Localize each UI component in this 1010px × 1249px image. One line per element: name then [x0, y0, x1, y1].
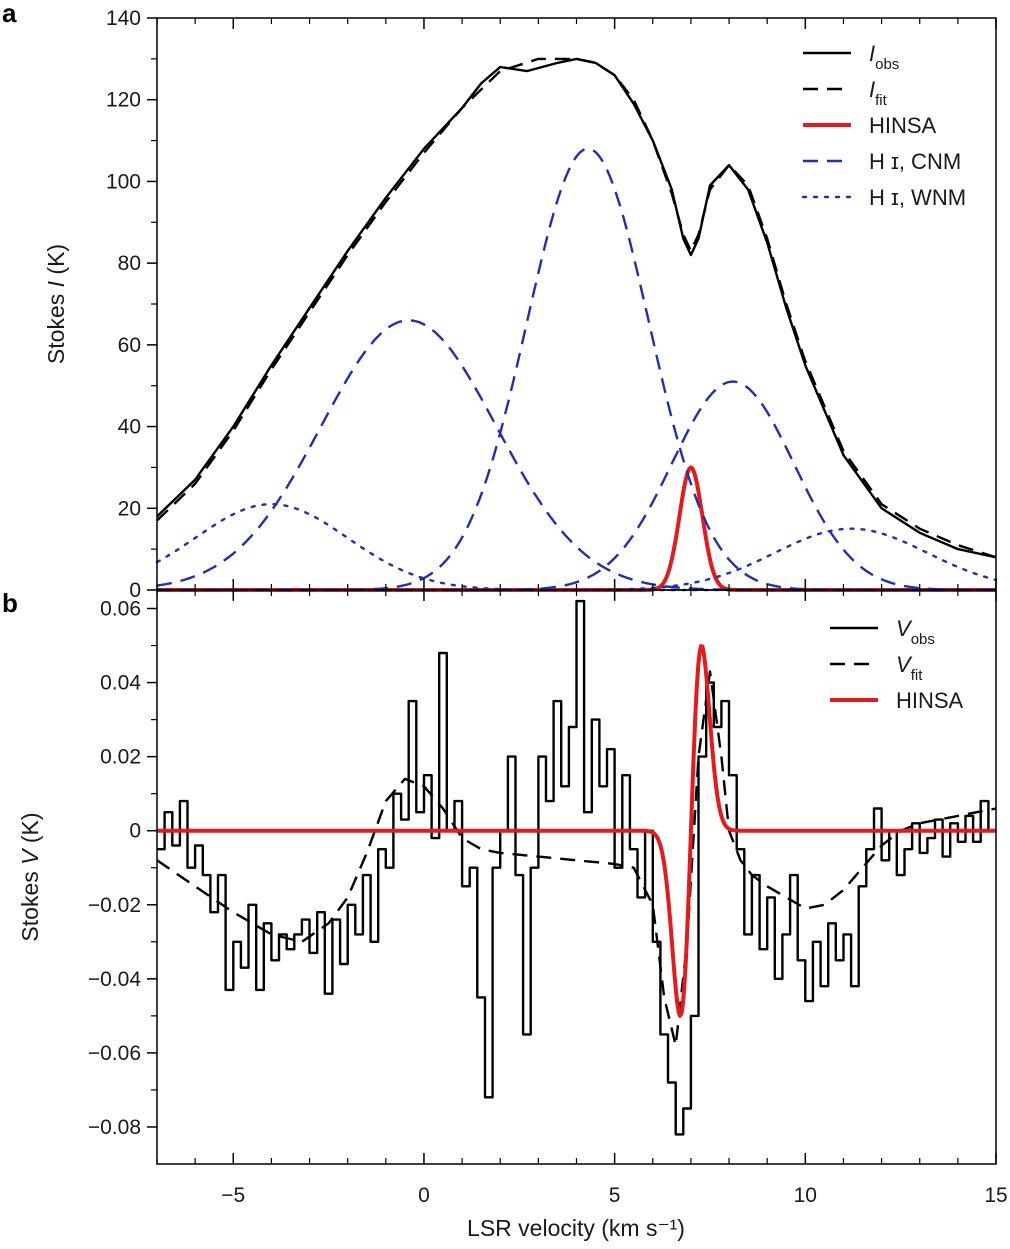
legend-label-0: Iobs [869, 41, 899, 73]
legend-label-0: Vobs [896, 616, 935, 648]
x-tick-label: 5 [609, 1184, 621, 1207]
y-tick-label: −0.02 [88, 894, 141, 917]
x-tick-label: −5 [221, 1184, 245, 1207]
panel-a-chart: 0 20 40 60 80 100 120 140 Stokes I (K) Iobs Ifit… [43, 7, 998, 602]
legend-label-2: HINSA [869, 113, 937, 138]
panel-b-legend: Vobs Vfit HINSA [830, 616, 964, 713]
y-tick-label: −0.06 [88, 1042, 141, 1065]
x-tick-label: 0 [418, 1184, 430, 1207]
y-tick-label: 0 [129, 820, 141, 843]
a-series-hi-cnm-1 [156, 319, 996, 592]
panel-b-y-axis-title: Stokes V (K) [17, 812, 43, 941]
a-series-hi-wnm-1 [155, 503, 998, 592]
y-tick-label: 80 [118, 252, 141, 275]
b-series-v-fit [156, 670, 997, 1047]
y-tick-label: 20 [118, 497, 141, 520]
y-tick-label: 120 [106, 89, 141, 112]
y-tick-label: −0.04 [88, 968, 141, 991]
panel-label-b: b [2, 588, 18, 618]
y-tick-label: 0.06 [100, 598, 141, 621]
legend-label-2: HINSA [896, 688, 964, 713]
panel-a-y-axis-title: Stokes I (K) [43, 244, 69, 364]
y-tick-label: 140 [106, 7, 141, 30]
x-tick-label: 15 [984, 1184, 1007, 1207]
y-tick-label: 40 [118, 416, 141, 439]
b-series-v-obs [157, 599, 996, 1136]
panel-a-legend: Iobs Ifit HINSA H ɪ, CNM H ɪ, WNM [801, 41, 966, 210]
legend-label-3: H ɪ, CNM [869, 149, 961, 174]
y-tick-label: 0 [129, 579, 141, 602]
x-axis-title: LSR velocity (km s⁻¹) [467, 1215, 685, 1241]
a-series-i-fit [156, 57, 997, 559]
a-series-hi-wnm-2 [155, 527, 998, 592]
y-tick-label: −0.08 [88, 1116, 141, 1139]
panel-label-a: a [2, 0, 17, 28]
a-series-i-obs [156, 57, 997, 559]
y-tick-label: 0.04 [100, 672, 141, 695]
legend-label-1: Vfit [896, 652, 923, 684]
y-tick-label: 60 [118, 334, 141, 357]
legend-label-1: Ifit [869, 77, 888, 109]
a-series-hinsa [156, 465, 997, 592]
y-tick-label: 100 [106, 170, 141, 193]
panel-b-chart: −5 0 5 10 15 0.06 0.04 0.02 0 −0.02 −0.04 −0.06 −0.0… [17, 589, 1008, 1207]
a-series-hi-cnm-2 [157, 147, 996, 592]
b-series-hinsa [156, 644, 997, 1018]
y-tick-label: 0.02 [100, 746, 141, 769]
legend-label-4: H ɪ, WNM [869, 185, 966, 210]
panel-a-frame [156, 17, 997, 591]
a-series-hi-cnm-3 [157, 380, 996, 592]
x-tick-label: 10 [794, 1184, 817, 1207]
